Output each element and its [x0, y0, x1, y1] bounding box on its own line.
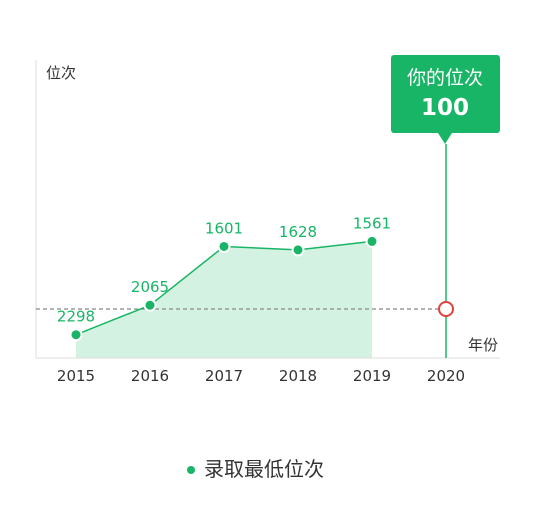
- data-point-2015: [69, 328, 83, 342]
- your-rank-marker: [438, 301, 454, 317]
- x-tick-2018: 2018: [279, 367, 317, 385]
- x-tick-2019: 2019: [353, 367, 391, 385]
- data-label-2017: 1601: [205, 219, 243, 237]
- data-point-2017: [217, 239, 231, 253]
- callout-box: [391, 55, 500, 133]
- callout-pointer: [438, 133, 452, 144]
- x-tick-2017: 2017: [205, 367, 243, 385]
- legend-marker: [187, 466, 195, 474]
- x-tick-2015: 2015: [57, 367, 95, 385]
- series-area: [76, 241, 372, 358]
- data-point-2016: [143, 298, 157, 312]
- data-label-2018: 1628: [279, 223, 317, 241]
- data-label-2015: 2298: [57, 308, 95, 326]
- data-point-2018: [291, 243, 305, 257]
- data-label-2016: 2065: [131, 278, 169, 296]
- data-point-2019: [365, 234, 379, 248]
- your-rank-callout: 你的位次 100: [391, 55, 500, 144]
- x-axis-title: 年份: [468, 336, 498, 354]
- x-tick-2016: 2016: [131, 367, 169, 385]
- callout-title: 你的位次: [407, 67, 483, 89]
- y-axis-title: 位次: [46, 64, 76, 82]
- callout-value: 100: [421, 95, 469, 121]
- legend: 录取最低位次: [187, 457, 324, 481]
- data-label-2019: 1561: [353, 214, 391, 232]
- x-tick-2020: 2020: [427, 367, 465, 385]
- legend-label: 录取最低位次: [204, 457, 324, 481]
